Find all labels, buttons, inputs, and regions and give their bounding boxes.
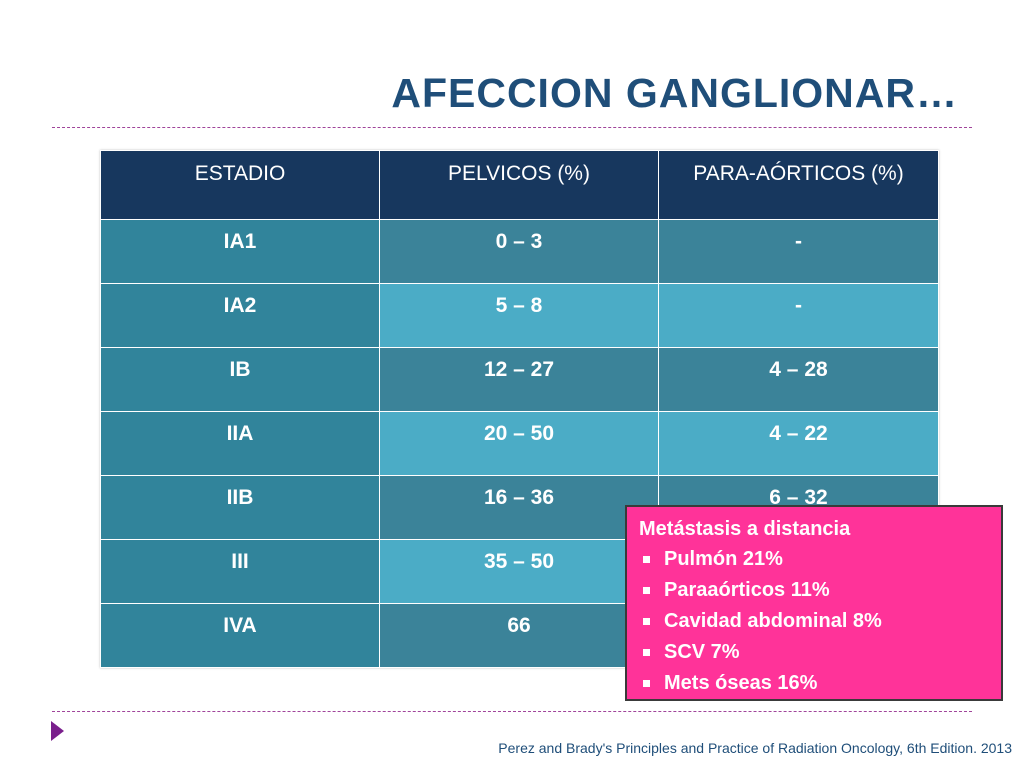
bottom-divider — [52, 711, 972, 712]
pelvic-cell: 66 — [379, 603, 659, 668]
distant-metastasis-box: Metástasis a distancia Pulmón 21% Paraaó… — [625, 505, 1003, 701]
list-item: Pulmón 21% — [639, 544, 989, 575]
table-row: IIB 16 – 36 6 – 32 — [100, 475, 939, 540]
square-bullet-icon — [643, 556, 650, 563]
list-item-label: Cavidad abdominal 8% — [664, 610, 882, 632]
list-item-label: Pulmón 21% — [664, 548, 783, 570]
table-header-row: ESTADIO PELVICOS (%) PARA-AÓRTICOS (%) — [100, 150, 939, 220]
para-aortic-cell: 4 – 28 — [658, 347, 939, 412]
square-bullet-icon — [643, 680, 650, 687]
stage-cell: IA1 — [100, 219, 380, 284]
top-divider — [52, 127, 972, 128]
table-row: IB 12 – 27 4 – 28 — [100, 347, 939, 412]
table-row: IIA 20 – 50 4 – 22 — [100, 411, 939, 476]
list-item: Paraaórticos 11% — [639, 575, 989, 606]
stage-cell: IIA — [100, 411, 380, 476]
list-item-label: Paraaórticos 11% — [664, 579, 830, 601]
para-aortic-cell: - — [658, 219, 939, 284]
pelvic-cell: 20 – 50 — [379, 411, 659, 476]
pelvic-cell: 0 – 3 — [379, 219, 659, 284]
list-item: SCV 7% — [639, 637, 989, 668]
pelvic-cell: 16 – 36 — [379, 475, 659, 540]
stage-cell: III — [100, 539, 380, 604]
header-pelvicos: PELVICOS (%) — [379, 150, 659, 220]
stage-cell: IA2 — [100, 283, 380, 348]
para-aortic-cell: 4 – 22 — [658, 411, 939, 476]
square-bullet-icon — [643, 587, 650, 594]
pelvic-cell: 12 – 27 — [379, 347, 659, 412]
list-item-label: Mets óseas 16% — [664, 672, 818, 694]
mets-list: Pulmón 21% Paraaórticos 11% Cavidad abdo… — [639, 544, 989, 699]
pelvic-cell: 5 – 8 — [379, 283, 659, 348]
slide-title: AFECCION GANGLIONAR… — [391, 70, 958, 116]
play-arrow-icon[interactable] — [51, 721, 64, 741]
list-item-label: SCV 7% — [664, 641, 740, 663]
header-para-aorticos: PARA-AÓRTICOS (%) — [658, 150, 939, 220]
table-row: IA1 0 – 3 - — [100, 219, 939, 284]
pelvic-cell: 35 – 50 — [379, 539, 659, 604]
citation-footer: Perez and Brady's Principles and Practic… — [498, 740, 1012, 756]
list-item: Mets óseas 16% — [639, 668, 989, 699]
mets-box-title: Metástasis a distancia — [639, 518, 851, 540]
header-estadio: ESTADIO — [100, 150, 380, 220]
stage-cell: IVA — [100, 603, 380, 668]
para-aortic-cell: - — [658, 283, 939, 348]
stage-cell: IB — [100, 347, 380, 412]
list-item: Cavidad abdominal 8% — [639, 606, 989, 637]
stage-cell: IIB — [100, 475, 380, 540]
square-bullet-icon — [643, 649, 650, 656]
square-bullet-icon — [643, 618, 650, 625]
table-row: IA2 5 – 8 - — [100, 283, 939, 348]
